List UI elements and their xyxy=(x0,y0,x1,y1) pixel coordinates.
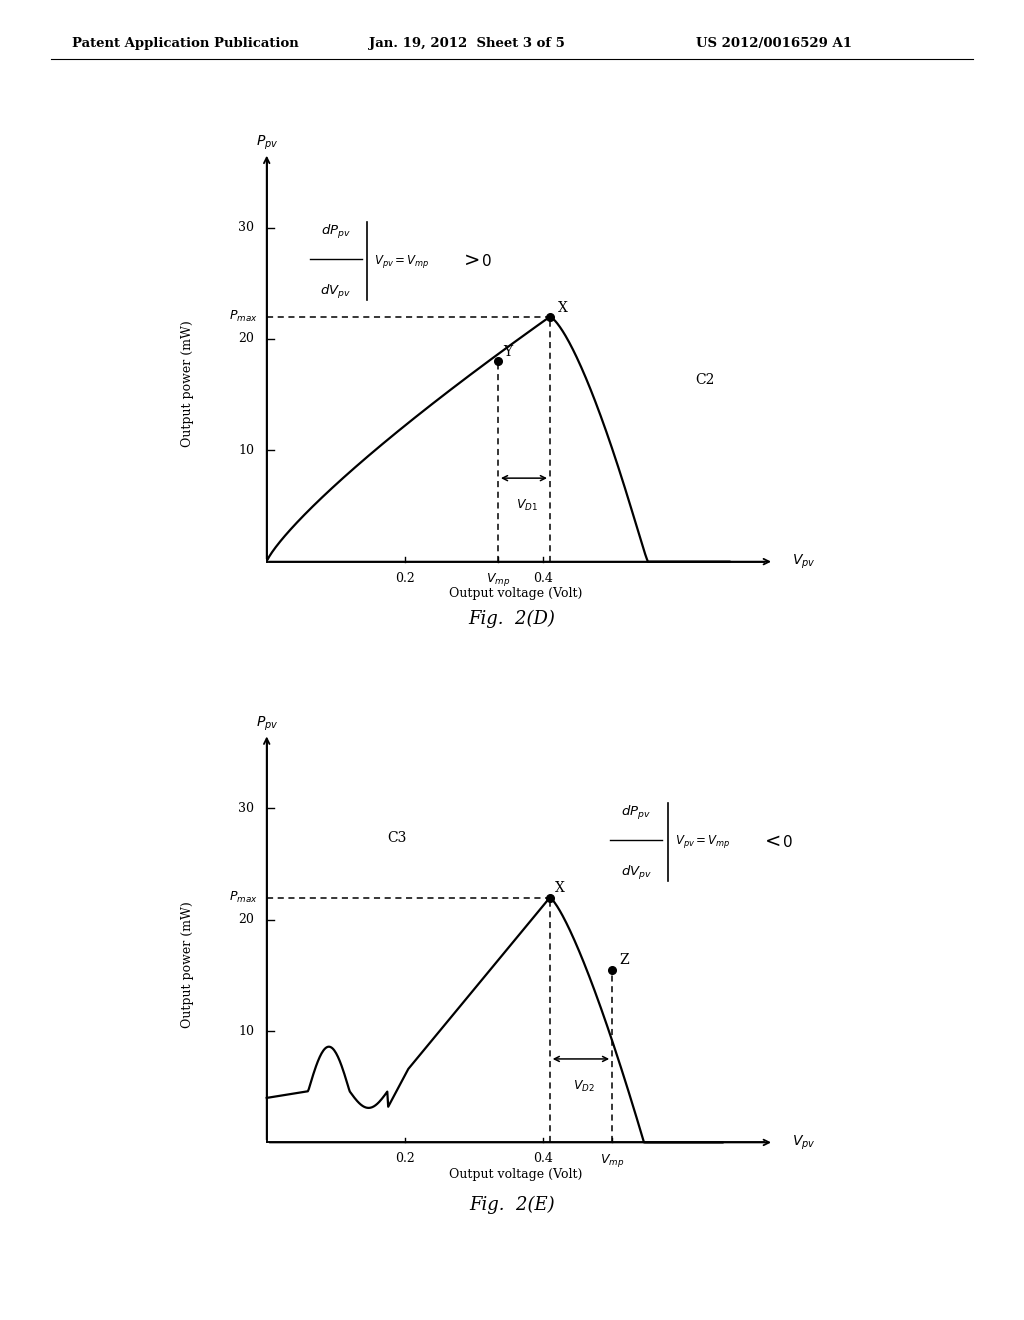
Text: 0.2: 0.2 xyxy=(395,572,415,585)
Text: Output voltage (Volt): Output voltage (Volt) xyxy=(449,587,582,601)
Text: Output voltage (Volt): Output voltage (Volt) xyxy=(449,1168,582,1181)
Text: 30: 30 xyxy=(239,803,254,814)
Text: $V_{pv}=V_{mp}$: $V_{pv}=V_{mp}$ xyxy=(374,252,430,269)
Text: 10: 10 xyxy=(239,1024,254,1038)
Text: $dV_{pv}$: $dV_{pv}$ xyxy=(621,865,651,882)
Text: $V_{mp}$: $V_{mp}$ xyxy=(486,570,510,587)
Text: $V_{pv}$: $V_{pv}$ xyxy=(792,1134,815,1151)
Text: $P_{pv}$: $P_{pv}$ xyxy=(256,714,278,733)
Text: C2: C2 xyxy=(695,372,715,387)
Text: Z: Z xyxy=(618,953,629,968)
Text: $V_{D2}$: $V_{D2}$ xyxy=(573,1080,595,1094)
Text: $>$: $>$ xyxy=(461,252,480,271)
Text: $dV_{pv}$: $dV_{pv}$ xyxy=(321,284,351,301)
Text: 20: 20 xyxy=(239,913,254,927)
Text: 30: 30 xyxy=(239,222,254,234)
Text: $0$: $0$ xyxy=(481,253,492,269)
Text: $V_{pv}$: $V_{pv}$ xyxy=(792,553,815,570)
Text: X: X xyxy=(558,301,568,315)
Text: 20: 20 xyxy=(239,333,254,346)
Text: $P_{max}$: $P_{max}$ xyxy=(228,309,257,325)
Text: $<$: $<$ xyxy=(761,833,781,851)
Text: $P_{max}$: $P_{max}$ xyxy=(228,890,257,906)
Text: C3: C3 xyxy=(387,830,407,845)
Text: Patent Application Publication: Patent Application Publication xyxy=(72,37,298,50)
Text: Output power (mW): Output power (mW) xyxy=(181,902,194,1028)
Text: Output power (mW): Output power (mW) xyxy=(181,321,194,447)
Text: US 2012/0016529 A1: US 2012/0016529 A1 xyxy=(696,37,852,50)
Text: $P_{pv}$: $P_{pv}$ xyxy=(256,133,278,152)
Text: Fig.  2(D): Fig. 2(D) xyxy=(469,610,555,628)
Text: $0$: $0$ xyxy=(781,834,793,850)
Text: 0.4: 0.4 xyxy=(534,1152,553,1166)
Text: Fig.  2(E): Fig. 2(E) xyxy=(469,1196,555,1214)
Text: 0.2: 0.2 xyxy=(395,1152,415,1166)
Text: X: X xyxy=(555,880,565,895)
Text: $V_{D1}$: $V_{D1}$ xyxy=(516,499,539,513)
Text: Y: Y xyxy=(504,345,513,359)
Text: 10: 10 xyxy=(239,444,254,457)
Text: 0.4: 0.4 xyxy=(534,572,553,585)
Text: $dP_{pv}$: $dP_{pv}$ xyxy=(321,223,350,242)
Text: $V_{pv}=V_{mp}$: $V_{pv}=V_{mp}$ xyxy=(675,833,730,850)
Text: Jan. 19, 2012  Sheet 3 of 5: Jan. 19, 2012 Sheet 3 of 5 xyxy=(369,37,564,50)
Text: $V_{mp}$: $V_{mp}$ xyxy=(600,1151,625,1168)
Text: $dP_{pv}$: $dP_{pv}$ xyxy=(622,804,651,822)
